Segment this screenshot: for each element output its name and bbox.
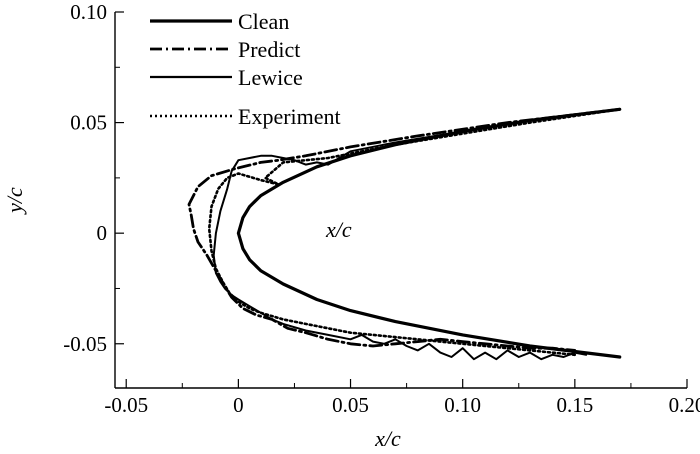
y-tick-label: 0.05	[70, 111, 107, 135]
axes: -0.05 0 0.05 0.10 0.15 0.20 -0.05 0 0.05 0.10	[63, 0, 700, 417]
x-tick-label: 0.15	[556, 393, 593, 417]
x-tick-label: 0.05	[332, 393, 369, 417]
y-axis-title: y/c	[2, 187, 27, 215]
x-tick-label: 0.10	[444, 393, 481, 417]
y-tick-label: -0.05	[63, 332, 107, 356]
x-tick-label: -0.05	[104, 393, 148, 417]
y-tick-label: 0.10	[70, 0, 107, 24]
series-line-clean	[236, 107, 622, 359]
legend-label-experiment: Experiment	[238, 104, 341, 129]
x-tick-label: 0	[233, 393, 244, 417]
legend-label-clean: Clean	[238, 9, 289, 34]
series-line-experiment	[207, 108, 621, 357]
legend-label-lewice: Lewice	[238, 65, 303, 90]
legend-label-predict: Predict	[238, 37, 300, 62]
x-axis-title: x/c	[374, 426, 401, 451]
annotation-label: x/c	[325, 217, 352, 242]
x-tick-label: 0.20	[669, 393, 700, 417]
legend: Clean Predict Lewice Experiment	[150, 9, 341, 129]
y-tick-label: 0	[97, 221, 108, 245]
series-line-predict	[187, 107, 622, 352]
series-lines	[187, 107, 622, 361]
